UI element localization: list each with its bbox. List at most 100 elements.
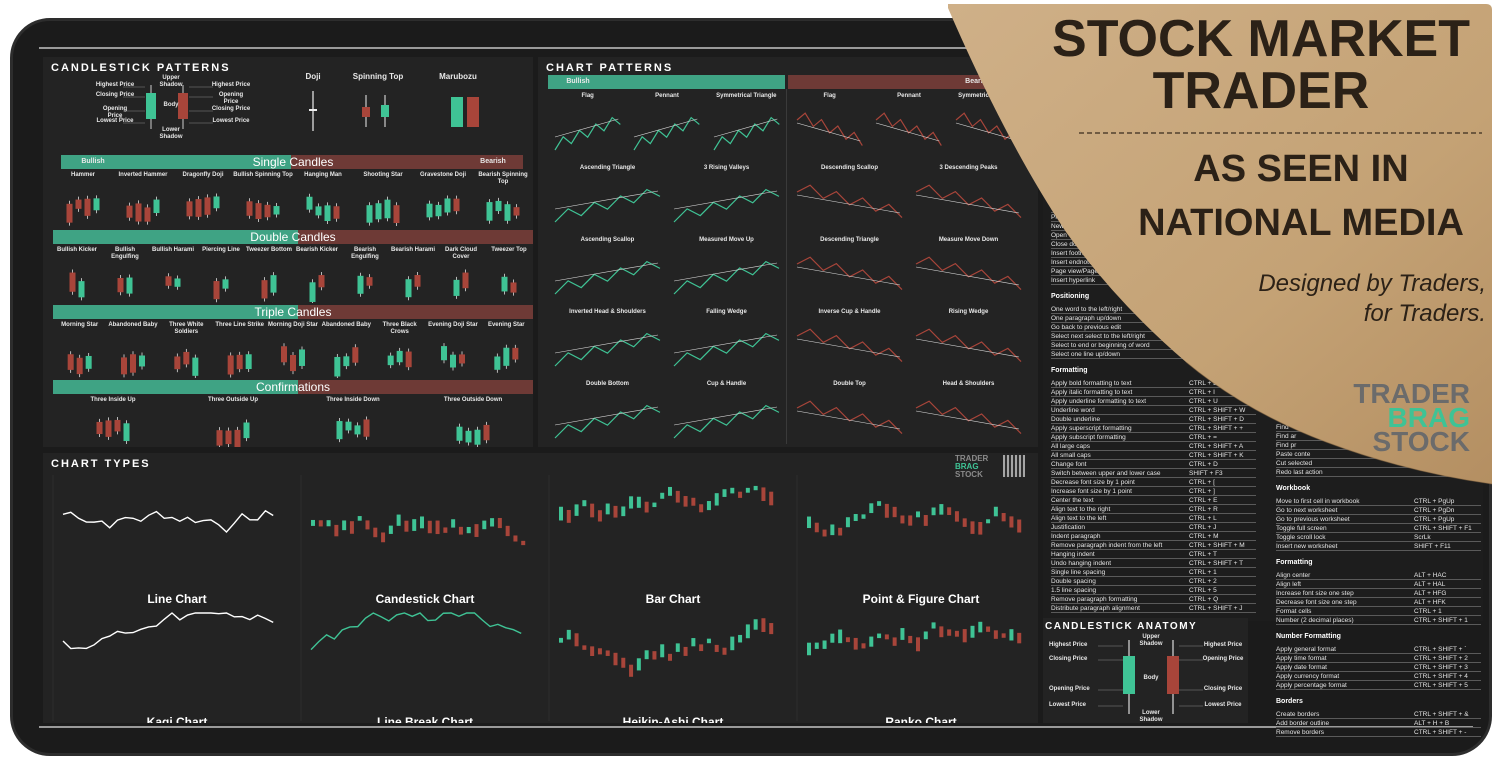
shortcut-section-heading: Workbook xyxy=(1276,485,1311,492)
bullish-band xyxy=(548,75,785,89)
candle-body xyxy=(363,419,370,437)
basic-pattern-label: Doji xyxy=(305,72,321,81)
chart-pattern-sketch xyxy=(673,332,780,367)
chart-type-bar xyxy=(482,520,487,530)
chart-pattern-sketch xyxy=(554,332,661,367)
shortcut-action: One word to the left/right xyxy=(1051,306,1123,313)
chart-type-bar xyxy=(978,621,983,633)
basic-pattern-label: Marubozu xyxy=(439,72,477,81)
chart-type-bar xyxy=(652,651,657,660)
candle-body xyxy=(513,207,520,216)
brand-mini: TRADER BRAG STOCK xyxy=(955,455,1005,479)
pattern-label: Three Line Strike xyxy=(215,322,264,328)
brand-mini-line: BRAG xyxy=(955,462,979,471)
candle-body xyxy=(222,279,229,289)
candle-body xyxy=(245,354,252,370)
candle-body xyxy=(426,203,433,218)
pattern-line xyxy=(673,260,780,295)
chart-pattern-label: Descending Scallop xyxy=(820,165,878,171)
chart-type-bar xyxy=(412,519,417,531)
candle-body xyxy=(504,204,511,221)
chart-type-bar xyxy=(993,506,998,517)
chart-type-bar xyxy=(845,637,850,643)
candle-body xyxy=(366,205,373,223)
shortcut-row: Apply italic formatting to text CTRL + I xyxy=(1051,388,1256,397)
chart-pattern-label: Pennant xyxy=(655,93,679,99)
double-candles-heading: Double Candles xyxy=(250,230,336,244)
triple-candles-heading: Triple Candles xyxy=(254,305,332,319)
candle-body xyxy=(483,424,490,441)
shortcut-keys: CTRL + SHIFT + 4 xyxy=(1414,673,1468,680)
chart-type-bar xyxy=(822,529,827,537)
candle-body xyxy=(336,421,343,440)
chart-type-bar xyxy=(474,524,479,537)
pattern-label: Bearish Engulfing xyxy=(351,247,379,260)
pattern-label: Bearish Spinning Top xyxy=(478,172,528,185)
shortcut-action: Decrease font size one step xyxy=(1276,599,1357,606)
shortcut-row: Number (2 decimal places) CTRL + SHIFT + … xyxy=(1276,616,1481,625)
candle-body xyxy=(130,354,136,373)
pattern-line xyxy=(713,116,780,151)
chart-type-bar xyxy=(814,522,819,533)
candle-body xyxy=(204,197,211,215)
pattern-line xyxy=(554,332,661,367)
chart-type-bar xyxy=(978,522,983,535)
trend-line xyxy=(915,410,1020,430)
shortcut-action: Apply superscript formatting xyxy=(1051,425,1132,432)
pattern-line xyxy=(915,328,1022,363)
trend-line xyxy=(554,406,659,426)
chart-type-bar xyxy=(1017,519,1022,533)
chart-pattern-sketch xyxy=(915,184,1022,219)
candle-body xyxy=(75,199,82,209)
candle-body xyxy=(384,199,391,219)
candle-body xyxy=(183,351,190,365)
chart-type-bar xyxy=(962,629,967,643)
chart-pattern-sketch xyxy=(554,260,661,295)
chart-pattern-sketch xyxy=(875,112,943,146)
packaging-tag: STOCK MARKET TRADER AS SEEN IN NATIONAL … xyxy=(946,2,1494,488)
anatomy-label: Highest Price xyxy=(1203,642,1243,648)
chart-pattern-sketch xyxy=(633,116,701,151)
shortcut-keys: CTRL + SHIFT + W xyxy=(1189,407,1246,414)
chart-type-bar xyxy=(730,636,735,651)
shortcut-keys: CTRL + ] xyxy=(1189,488,1215,495)
candle-body xyxy=(324,205,331,222)
trend-line xyxy=(554,118,619,138)
anatomy-label: Body xyxy=(163,102,179,108)
chart-type-bar xyxy=(683,496,688,507)
double-band-bear xyxy=(298,230,533,244)
pattern-label: Morning Star xyxy=(61,322,99,328)
chart-type-bar xyxy=(830,524,835,536)
chart-type-bar xyxy=(699,504,704,513)
pattern-label: Bullish Engulfing xyxy=(111,247,139,260)
chart-pattern-sketch xyxy=(796,112,863,146)
chart-type-title: Line Break Chart xyxy=(377,715,473,723)
candle-body xyxy=(495,200,502,212)
shortcut-row: Move to first cell in workbook CTRL + PgU… xyxy=(1276,497,1481,506)
chart-type-bar xyxy=(466,526,471,534)
chart-pattern-label: 3 Descending Peaks xyxy=(939,165,998,171)
chart-pattern-label: Double Top xyxy=(833,381,866,387)
pattern-label: Tweezer Bottom xyxy=(246,247,292,253)
candle-body xyxy=(85,355,92,369)
candle-body xyxy=(456,426,463,441)
shortcut-action: Underline word xyxy=(1051,407,1095,414)
chart-pattern-label: 3 Rising Valleys xyxy=(703,165,750,171)
chart-type-bar xyxy=(993,630,998,639)
candle-body xyxy=(333,206,340,219)
chart-type-bar xyxy=(838,527,843,536)
chart-type-bar xyxy=(807,642,811,656)
candle-body xyxy=(444,198,451,213)
chart-type-bar xyxy=(629,496,634,509)
chart-pattern-label: Ascending Triangle xyxy=(579,165,636,171)
chart-pattern-label: Head & Shoulders xyxy=(942,381,995,387)
shortcut-keys: CTRL + 1 xyxy=(1414,608,1442,615)
candle-body xyxy=(105,420,112,437)
shortcut-keys: CTRL + = xyxy=(1189,434,1217,441)
chart-type-bar xyxy=(962,518,967,527)
pattern-label: Tweezer Top xyxy=(491,247,527,253)
anatomy-label: Upper Shadow xyxy=(1139,634,1163,647)
pattern-line xyxy=(673,404,780,439)
shortcut-keys: CTRL + E xyxy=(1189,497,1218,504)
chart-type-bar xyxy=(853,637,858,650)
